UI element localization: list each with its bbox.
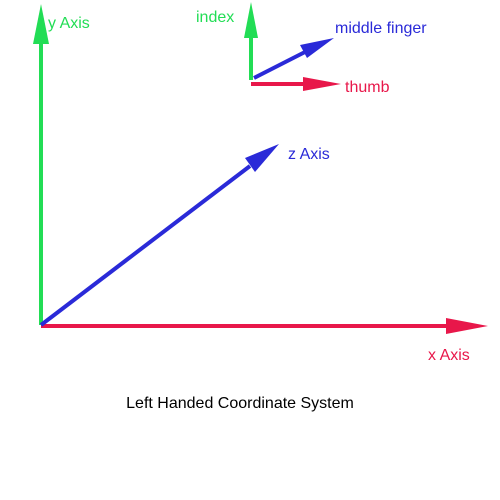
x-axis-arrowhead bbox=[446, 318, 488, 334]
middle-finger-arrowhead bbox=[300, 38, 334, 58]
middle-finger-label: middle finger bbox=[335, 20, 427, 37]
z-axis-arrowhead bbox=[245, 144, 279, 172]
y-axis-label: y Axis bbox=[48, 15, 90, 32]
thumb-arrowhead bbox=[303, 77, 341, 91]
index-label: index bbox=[196, 9, 234, 26]
thumb-label: thumb bbox=[345, 79, 390, 96]
caption: Left Handed Coordinate System bbox=[126, 395, 354, 412]
middle-finger-line bbox=[253, 50, 306, 80]
z-axis-line bbox=[39, 164, 252, 327]
y-axis-arrowhead bbox=[33, 4, 49, 44]
index-arrowhead bbox=[244, 2, 258, 38]
z-axis-label: z Axis bbox=[288, 146, 330, 163]
x-axis-label: x Axis bbox=[428, 347, 470, 364]
